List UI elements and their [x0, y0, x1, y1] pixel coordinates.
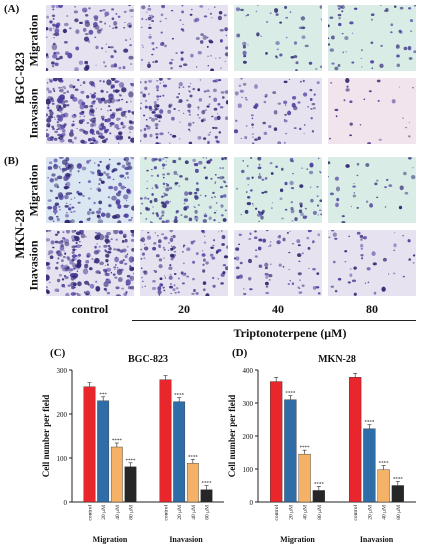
- y-axis-label: Cell number per field: [227, 395, 237, 477]
- micrograph-r3-c1: [46, 157, 134, 223]
- bar-0-3: [124, 466, 137, 503]
- micrograph-r4-c3: [234, 230, 322, 296]
- bar-0-0: [83, 386, 96, 503]
- x-category-label: 20 μM: [101, 505, 107, 520]
- bar-0-2: [110, 446, 123, 503]
- micrograph-r3-c4: [328, 157, 416, 223]
- x-category-label: 40 μM: [303, 505, 309, 520]
- x-category-label: 20 μM: [177, 505, 183, 520]
- micrograph-r2-c3: [234, 78, 322, 144]
- x-category-label: 20 μM: [288, 505, 294, 520]
- row-label-migration-b: Migration: [26, 164, 41, 217]
- micrograph-r3-c2: [140, 157, 228, 223]
- bar-0-3: [312, 490, 325, 503]
- significance-label: ***: [99, 393, 107, 398]
- y-tick-label: 100: [243, 466, 254, 474]
- x-category-label: 40 μM: [382, 505, 388, 520]
- significance-label: ****: [364, 421, 375, 426]
- micrograph-r2-c1: [46, 78, 134, 144]
- bar-1-1: [173, 401, 186, 503]
- y-tick-label: 300: [57, 367, 68, 375]
- x-category-label: control: [87, 505, 93, 521]
- treatment-label: Triptonoterpene (μM): [233, 326, 347, 340]
- bar-1-3: [391, 485, 404, 503]
- bar-chart-bgc: BGC-823 Cell number per field 0 100 200 300 co…: [41, 354, 224, 544]
- row-label-migration-a: Migration: [26, 14, 41, 67]
- group-label: Inavasion: [169, 535, 203, 544]
- bar-1-2: [186, 463, 199, 503]
- bar-0-1: [284, 399, 297, 503]
- x-category-label: control: [274, 505, 280, 521]
- significance-label: ****: [112, 439, 123, 444]
- significance-label: ****: [126, 459, 136, 464]
- x-category-label: 80 μM: [396, 505, 402, 520]
- group-label: Migration: [93, 535, 128, 544]
- micrograph-r3-c3: [234, 157, 322, 223]
- column-label-control: control: [71, 302, 109, 316]
- panel-label-d: (D): [232, 347, 248, 359]
- row-label-invasion-a: Inavasion: [26, 88, 41, 139]
- y-tick-label: 300: [243, 400, 254, 408]
- group-label: Inavasion: [360, 535, 394, 544]
- micrograph-r4-c4: [328, 230, 416, 296]
- bar-1-2: [377, 469, 390, 503]
- significance-label: ****: [188, 455, 199, 460]
- panel-label-b: (B): [4, 155, 19, 167]
- bar-0-2: [298, 453, 311, 503]
- y-axis-label: Cell number per field: [41, 395, 51, 477]
- bar-1-0: [159, 379, 172, 503]
- micrograph-r2-c4: [328, 78, 416, 144]
- significance-label: ****: [202, 482, 213, 487]
- x-category-label: control: [353, 505, 359, 521]
- micrograph-r1-c4: [328, 5, 416, 71]
- y-tick-label: 100: [57, 455, 68, 463]
- panel-label-c: (C): [50, 347, 66, 359]
- micrograph-r1-c3: [234, 5, 322, 71]
- column-label-40: 40: [272, 302, 284, 316]
- bar-0-0: [270, 381, 283, 503]
- micrograph-r4-c2: [140, 230, 228, 296]
- y-tick-label: 0: [64, 499, 68, 507]
- x-category-label: 80 μM: [205, 505, 211, 520]
- bar-0-1: [97, 400, 110, 503]
- bar-chart-mkn: MKN-28 Cell number per field 0 100 200 300 400…: [227, 354, 416, 544]
- x-category-label: 80 μM: [317, 505, 323, 520]
- bar-1-3: [200, 489, 213, 503]
- bar-1-0: [349, 377, 362, 503]
- column-label-80: 80: [366, 302, 378, 316]
- column-label-20: 20: [178, 302, 190, 316]
- significance-label: ****: [174, 394, 185, 399]
- significance-label: ****: [314, 482, 325, 487]
- y-tick-label: 200: [243, 433, 254, 441]
- micrograph-r4-c1: [46, 230, 134, 296]
- chart-title: BGC-823: [128, 354, 168, 365]
- group-label: Migration: [280, 535, 315, 544]
- x-category-label: 80 μM: [129, 505, 135, 520]
- treatment-bracket-line: [132, 320, 416, 321]
- y-tick-label: 400: [243, 367, 254, 375]
- micrograph-r1-c1: [46, 5, 134, 71]
- significance-label: ****: [379, 462, 390, 467]
- x-category-label: 20 μM: [367, 505, 373, 520]
- panel-label-a: (A): [4, 3, 20, 15]
- y-tick-label: 0: [250, 499, 254, 507]
- micrograph-r1-c2: [140, 5, 228, 71]
- significance-label: ****: [300, 446, 311, 451]
- x-category-label: 40 μM: [191, 505, 197, 520]
- significance-label: ****: [285, 392, 296, 397]
- chart-title: MKN-28: [318, 354, 356, 365]
- y-tick-label: 200: [57, 411, 68, 419]
- significance-label: ****: [393, 478, 404, 483]
- x-category-label: control: [163, 505, 169, 521]
- bar-1-1: [363, 428, 376, 503]
- row-label-invasion-b: Inavasion: [26, 240, 41, 291]
- micrograph-r2-c2: [140, 78, 228, 144]
- x-category-label: 40 μM: [115, 505, 121, 520]
